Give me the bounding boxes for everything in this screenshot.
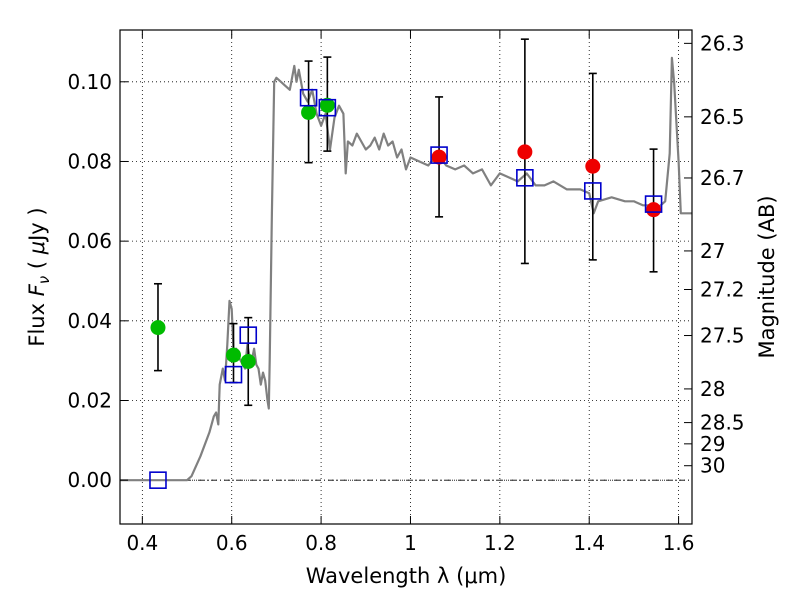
y-label-subscript: ν xyxy=(35,276,53,284)
y-label-open: ( xyxy=(25,254,49,276)
mag-tick-label: 30 xyxy=(700,454,725,478)
model-square-point xyxy=(318,98,337,117)
green-data-point xyxy=(301,104,317,120)
axis-ticks: 0.4 0.6 0.8 1 1.2 1.4 1.6 0.00 0.02 0.04 0.06 0.08 0… xyxy=(67,30,745,555)
model-square-point xyxy=(149,471,167,489)
model-square-point xyxy=(644,195,663,213)
red-data-point xyxy=(646,202,662,218)
y-axis-label: Flux Fν ( μJy ) xyxy=(25,207,53,346)
y-tick-label: 0.08 xyxy=(67,149,112,173)
green-data-point xyxy=(319,97,335,113)
y-tick-label: 0.06 xyxy=(67,229,112,253)
x-tick-label: 0.6 xyxy=(216,531,248,555)
x-tick-label: 1.2 xyxy=(484,531,516,555)
model-square-point xyxy=(583,182,602,200)
mag-tick-label: 28 xyxy=(700,377,725,401)
y-tick-label: 0.02 xyxy=(67,389,112,413)
mag-tick-label: 27.5 xyxy=(700,324,745,348)
model-square-point xyxy=(239,326,258,344)
x-tick-label: 1.4 xyxy=(573,531,605,555)
x-tick-label: 0.4 xyxy=(126,531,158,555)
red-data-point xyxy=(431,149,447,165)
x-tick-label: 1.6 xyxy=(663,531,695,555)
model-square-point xyxy=(299,88,318,107)
x-axis-label: Wavelength λ (μm) xyxy=(306,564,507,588)
model-spectrum-line xyxy=(120,56,692,482)
mag-tick-label: 26.3 xyxy=(700,31,745,55)
mag-tick-label: 29 xyxy=(700,432,725,456)
y-tick-label: 0.00 xyxy=(67,468,112,492)
model-square-point xyxy=(430,146,448,164)
model-spectrum-layer xyxy=(120,56,692,482)
mag-tick-label: 26.7 xyxy=(700,166,745,190)
y-label-mu: μ xyxy=(25,241,49,255)
red-data-point xyxy=(517,144,533,160)
x-tick-label: 1 xyxy=(404,531,417,555)
mag-tick-label: 26.5 xyxy=(700,105,745,129)
green-data-point xyxy=(226,347,242,363)
mag-tick-label: 28.5 xyxy=(700,411,745,435)
y-label-unit: Jy ) xyxy=(25,207,49,243)
y-tick-label: 0.04 xyxy=(67,309,112,333)
markers-layer xyxy=(149,88,663,489)
red-data-point xyxy=(585,158,601,174)
green-data-point xyxy=(240,353,256,369)
mag-tick-label: 27 xyxy=(700,239,725,263)
model-square-point xyxy=(224,365,243,384)
y-tick-label: 0.10 xyxy=(67,70,112,94)
green-data-point xyxy=(150,320,166,336)
plot-frame xyxy=(119,29,693,525)
y2-axis-label: Magnitude (AB) xyxy=(755,195,779,358)
mag-tick-label: 27.2 xyxy=(700,277,745,301)
y-label-prefix: Flux xyxy=(25,296,49,346)
model-square-point xyxy=(516,169,534,187)
y-label-symbol: F xyxy=(25,283,49,296)
grid-lines xyxy=(120,30,692,524)
x-tick-label: 0.8 xyxy=(305,531,337,555)
